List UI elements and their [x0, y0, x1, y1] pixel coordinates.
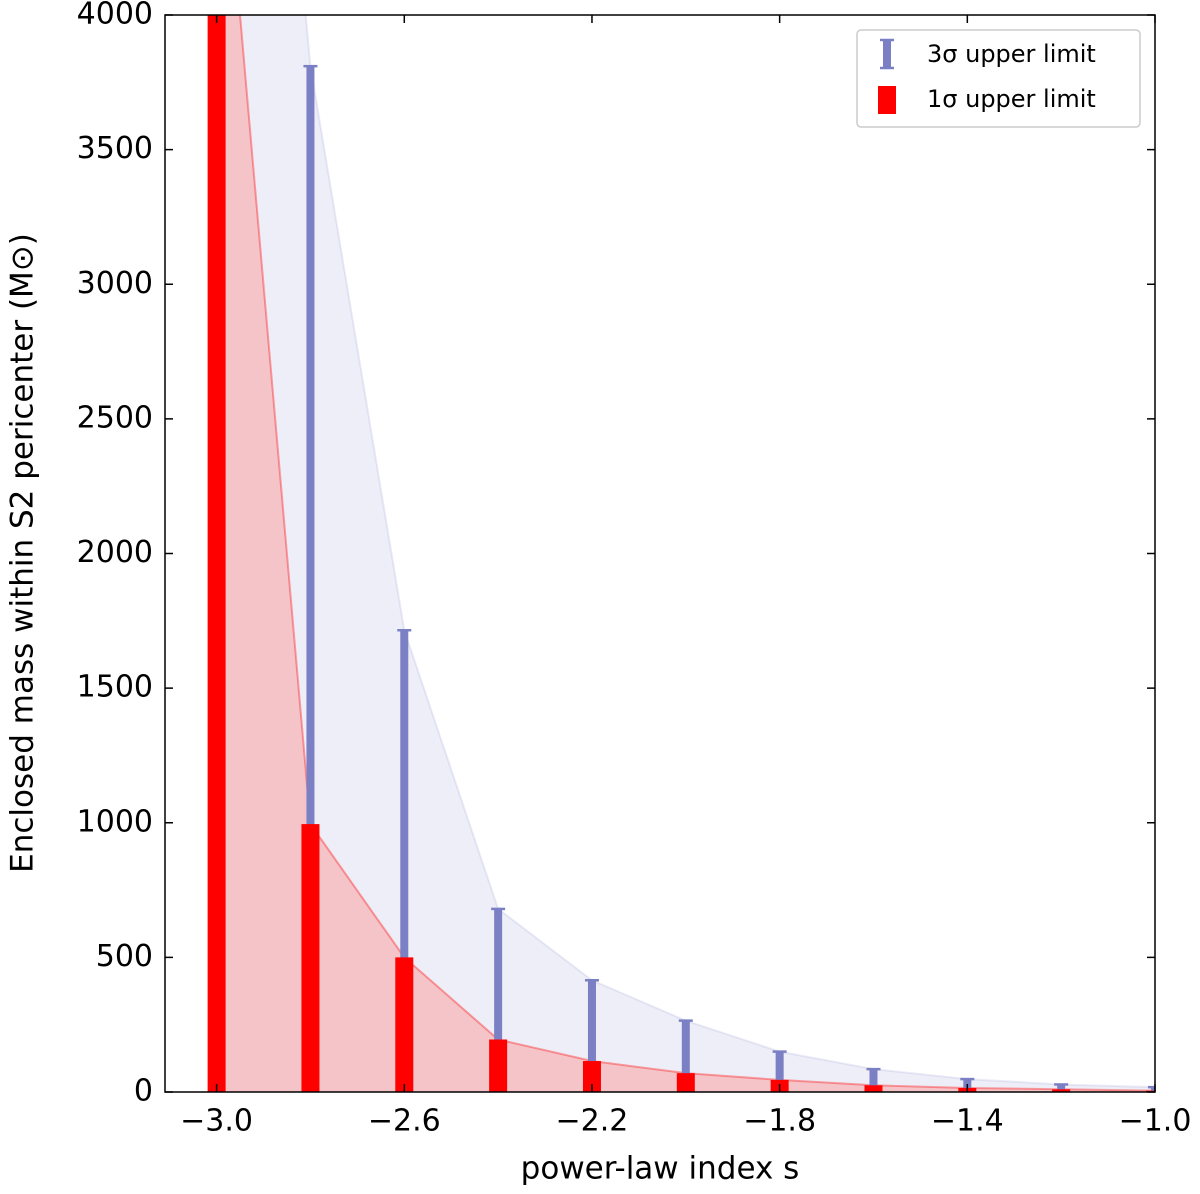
plot-area	[207, 15, 1155, 1092]
legend-label: 3σ upper limit	[927, 40, 1096, 68]
bar	[301, 824, 320, 1092]
y-tick-label: 4000	[77, 0, 153, 32]
y-axis-label: Enclosed mass within S2 pericenter (M⊙)	[5, 233, 41, 873]
bar	[489, 1039, 508, 1092]
legend-label: 1σ upper limit	[927, 85, 1096, 113]
bar	[582, 1061, 601, 1092]
x-axis-label: power-law index s	[521, 1151, 800, 1187]
bar	[207, 15, 226, 1092]
x-tick-label: −1.4	[931, 1104, 1004, 1139]
legend-box	[856, 29, 1141, 128]
y-tick-label: 2000	[77, 535, 153, 570]
x-tick-label: −1.0	[1119, 1104, 1192, 1139]
x-tick-label: −2.2	[556, 1104, 629, 1139]
y-tick-label: 3500	[77, 131, 153, 166]
legend-swatch	[878, 86, 896, 114]
x-tick-label: −2.6	[368, 1104, 441, 1139]
bar	[395, 957, 414, 1092]
x-tick-label: −1.8	[743, 1104, 816, 1139]
x-tick-label: −3.0	[180, 1104, 253, 1139]
y-tick-label: 2500	[77, 400, 153, 435]
y-tick-label: 1500	[77, 670, 153, 705]
bar	[1052, 1089, 1071, 1092]
area	[216, 15, 1155, 1092]
bar	[864, 1085, 883, 1092]
y-tick-label: 1000	[77, 804, 153, 839]
bar	[676, 1073, 695, 1092]
y-tick-label: 500	[96, 939, 153, 974]
y-tick-label: 3000	[77, 266, 153, 301]
y-tick-label: 0	[134, 1074, 153, 1109]
